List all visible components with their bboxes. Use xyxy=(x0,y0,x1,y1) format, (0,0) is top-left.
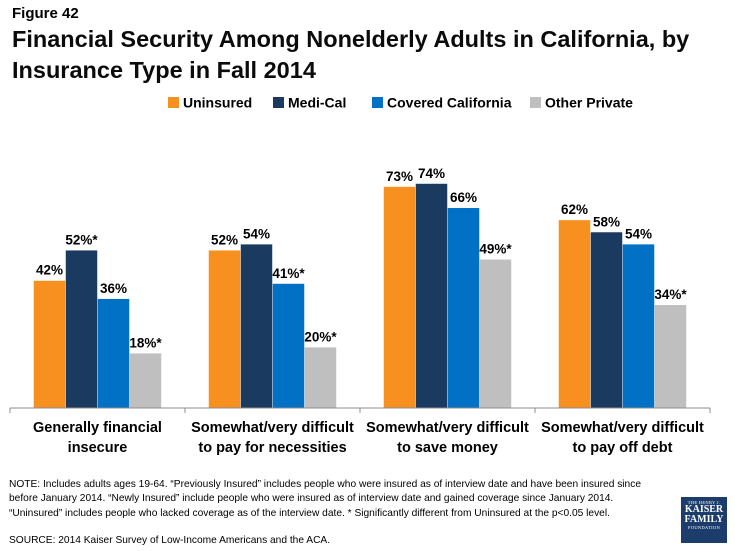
bar-1-1 xyxy=(240,244,273,408)
bar-2-2 xyxy=(447,208,480,408)
logo-line-3: FAMILY xyxy=(684,514,724,525)
source-note: SOURCE: 2014 Kaiser Survey of Low-Income… xyxy=(9,535,331,546)
bar-2-0 xyxy=(383,186,416,408)
bar-3-0 xyxy=(558,220,591,408)
legend-swatch-3 xyxy=(530,97,541,108)
bar-0-0 xyxy=(33,280,66,408)
data-label-1-3: 20%* xyxy=(304,329,337,344)
bar-chart: Uninsured Medi-Cal Covered California Other… xyxy=(9,95,711,456)
legend-label-2: Covered California xyxy=(387,95,512,111)
data-label-0-2: 36% xyxy=(100,281,127,296)
category-label-2: Somewhat/very difficult to save money xyxy=(366,420,529,456)
bar-0-2 xyxy=(97,298,130,408)
data-label-1-2: 41%* xyxy=(272,266,305,281)
logo-line-1: THE HENRY J. xyxy=(687,500,721,505)
category-labels: Generally financial insecure Somewhat/very… xyxy=(33,420,704,456)
chart-title: Financial Security Among Nonelderly Adul… xyxy=(12,26,690,83)
data-label-2-1: 74% xyxy=(418,166,445,181)
bar-1-3 xyxy=(304,347,337,408)
legend-label-3: Other Private xyxy=(545,95,633,111)
data-label-0-3: 18%* xyxy=(129,335,162,350)
footnote: NOTE: Includes adults ages 19-64. “Previ… xyxy=(9,479,641,519)
data-label-3-2: 54% xyxy=(625,226,652,241)
x-axis-ticks xyxy=(9,408,711,413)
legend-label-1: Medi-Cal xyxy=(288,95,346,111)
data-label-1-1: 54% xyxy=(243,226,270,241)
bar-1-2 xyxy=(272,283,305,408)
data-label-3-0: 62% xyxy=(561,202,588,217)
category-label-0: Generally financial insecure xyxy=(33,420,162,456)
bar-2-3 xyxy=(479,259,512,408)
bar-0-1 xyxy=(65,250,98,408)
bar-2-1 xyxy=(415,183,448,408)
legend-label-0: Uninsured xyxy=(183,95,252,111)
bar-3-3 xyxy=(654,304,687,408)
data-label-3-3: 34%* xyxy=(654,287,687,302)
legend-swatch-0 xyxy=(168,97,179,108)
figure-label: Figure 42 xyxy=(12,5,79,22)
data-label-2-0: 73% xyxy=(386,169,413,184)
data-label-1-0: 52% xyxy=(211,232,238,247)
bar-1-0 xyxy=(208,250,241,408)
kff-logo: THE HENRY J. KAISER FAMILY FOUNDATION xyxy=(681,497,727,543)
logo-line-4: FOUNDATION xyxy=(688,525,720,530)
bar-3-1 xyxy=(590,232,623,408)
data-label-2-2: 66% xyxy=(450,190,477,205)
legend-swatch-2 xyxy=(372,97,383,108)
bars-group: 42% 52%* 36% 18%* 52% 54% 41%* 20%* 73% 74% 66% 49%… xyxy=(33,166,687,408)
data-label-0-1: 52%* xyxy=(65,232,98,247)
bar-0-3 xyxy=(129,353,162,408)
data-label-0-0: 42% xyxy=(36,263,63,278)
data-label-3-1: 58% xyxy=(593,214,620,229)
category-label-3: Somewhat/very difficult to pay off debt xyxy=(541,420,704,456)
category-label-1: Somewhat/very difficult to pay for necess… xyxy=(191,420,354,456)
legend-swatch-1 xyxy=(273,97,284,108)
data-label-2-3: 49%* xyxy=(479,242,512,257)
logo-line-2: KAISER xyxy=(684,504,724,515)
bar-3-2 xyxy=(622,244,655,408)
legend: Uninsured Medi-Cal Covered California Other… xyxy=(168,95,633,111)
